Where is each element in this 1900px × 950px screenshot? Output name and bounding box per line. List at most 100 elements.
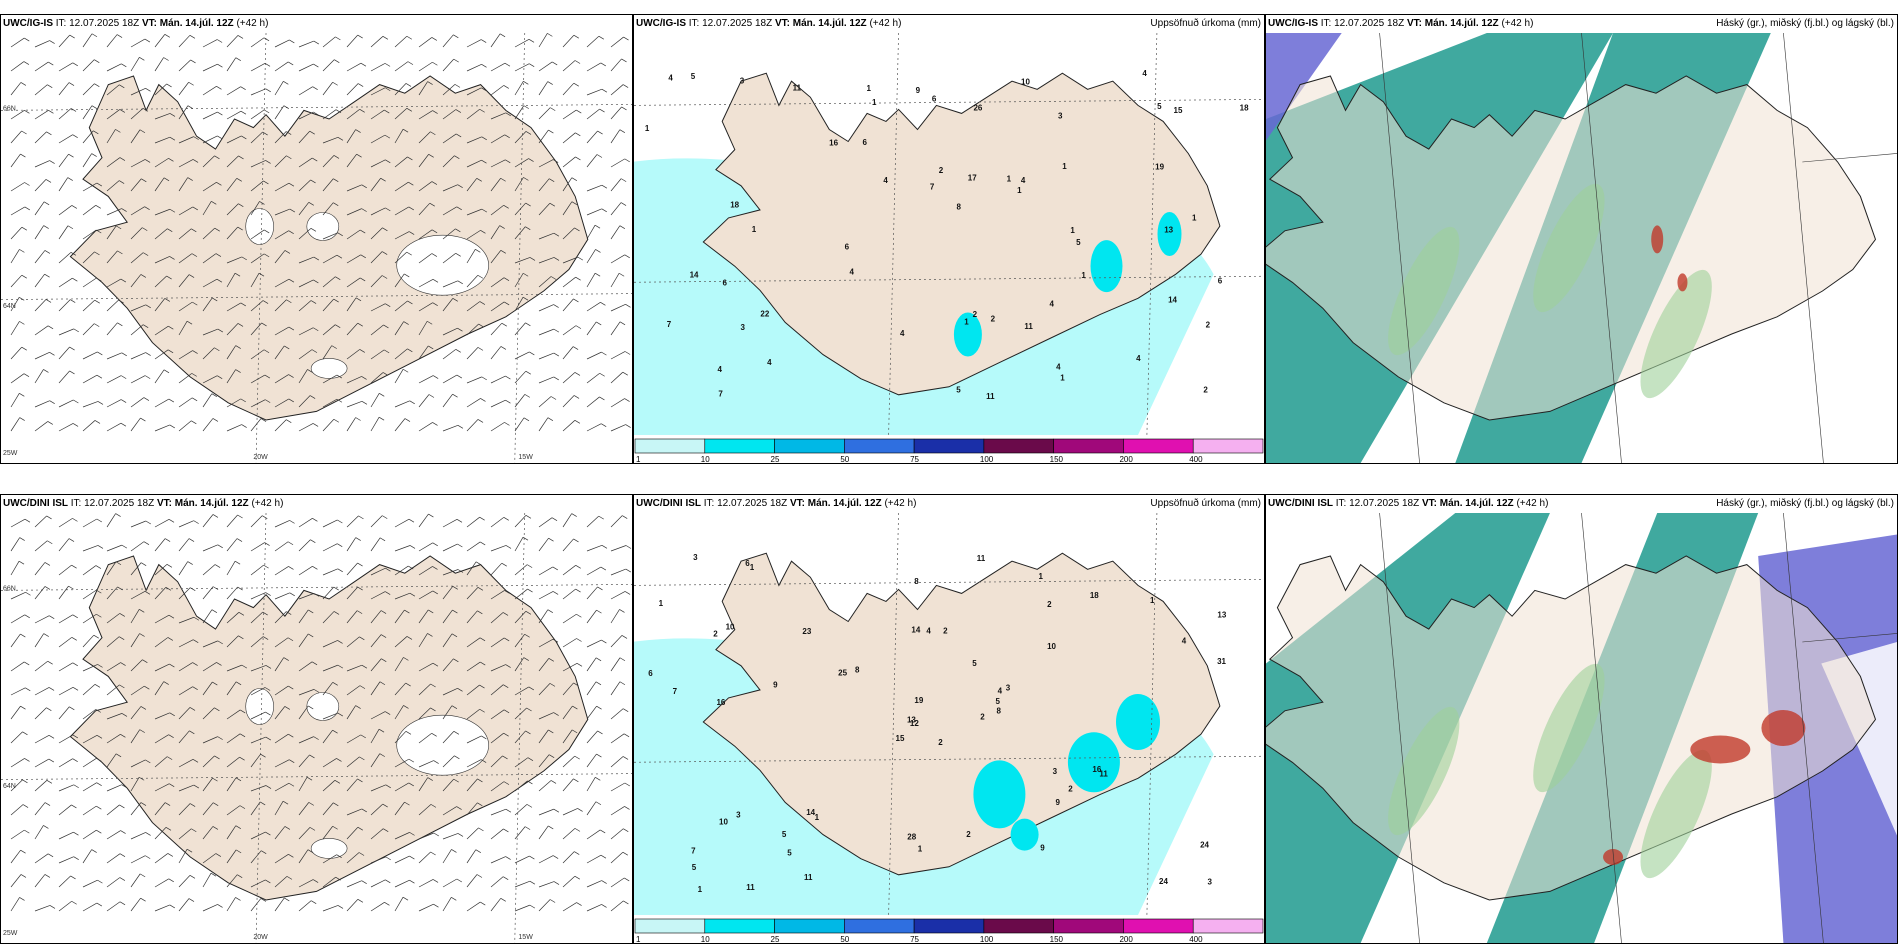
wind-barb (418, 37, 433, 48)
wind-barb (442, 609, 453, 624)
wind-barb (82, 782, 97, 792)
precip-value: 2 (1206, 321, 1211, 330)
wind-barb (466, 561, 477, 576)
wind-barb-feather (623, 733, 630, 738)
wind-barb-feather (262, 515, 268, 519)
wind-barb-feather (525, 322, 531, 327)
precip-value: 1 (1038, 572, 1043, 581)
wind-barb-feather (235, 777, 242, 782)
wind-barb-feather (97, 664, 103, 668)
wind-barb (178, 82, 189, 96)
wind-barb (202, 135, 218, 144)
wind-barb (250, 753, 261, 768)
wind-barb-feather (406, 107, 413, 112)
wind-barb-feather (139, 608, 145, 613)
wind-barb (418, 302, 433, 312)
wind-barb (418, 375, 434, 384)
wind-barb-feather (430, 851, 436, 856)
wind-barb (490, 322, 503, 336)
wind-barb (514, 202, 526, 216)
wind-barb (298, 689, 315, 696)
wind-barb-feather (115, 513, 121, 517)
wind-barb (154, 564, 168, 576)
wind-barb (202, 393, 213, 408)
wind-barb-feather (479, 637, 486, 642)
wind-barb-feather (139, 129, 146, 134)
wind-barb (562, 778, 574, 792)
wind-barb-feather (504, 590, 510, 594)
wind-barb (562, 663, 578, 672)
wind-barb-feather (337, 519, 343, 524)
wind-barb-feather (43, 369, 49, 373)
wind-barb-feather (576, 663, 583, 667)
wind-barb-feather (360, 62, 367, 67)
wind-barb-feather (22, 731, 28, 736)
wind-barb (346, 610, 358, 624)
wind-barb (538, 712, 554, 720)
wind-barb (610, 828, 624, 840)
wind-barb (106, 278, 122, 288)
wind-barb (154, 369, 165, 384)
wind-barb-feather (24, 110, 30, 114)
wind-barb-feather (481, 376, 487, 381)
wind-barb (442, 327, 458, 336)
wind-barb (178, 538, 190, 552)
wind-barb (562, 256, 579, 264)
panel-title: Uppsöfnuð úrkoma (mm) (1150, 498, 1261, 509)
wind-barb-feather (623, 900, 629, 905)
precip-value: 15 (896, 734, 905, 743)
wind-barb-feather (480, 901, 486, 906)
wind-barb (58, 328, 74, 336)
wind-barb-feather (552, 591, 559, 595)
wind-barb-feather (335, 324, 341, 328)
wind-barb-feather (573, 682, 579, 687)
precip-value: 5 (972, 659, 977, 668)
wind-barb-feather (189, 35, 196, 39)
wind-barb-feather (571, 513, 577, 517)
wind-barb-feather (575, 132, 581, 137)
wind-barb-feather (359, 756, 365, 761)
wind-barb (10, 130, 22, 144)
wind-barb-feather (502, 755, 508, 760)
wind-barb-feather (383, 324, 389, 329)
glacier (310, 838, 348, 859)
wind-barb-feather (453, 730, 460, 735)
wind-barb (466, 398, 481, 408)
wind-barb-feather (409, 400, 415, 405)
wind-barb-feather (618, 272, 625, 277)
wind-barb (346, 297, 357, 312)
wind-barb-feather (93, 130, 99, 135)
wind-barb (130, 759, 146, 768)
wind-barb-feather (500, 898, 506, 902)
precip-value: 9 (773, 681, 778, 690)
wind-barb (130, 685, 145, 696)
legend-tick: 200 (1119, 455, 1133, 463)
meridian-line (1581, 512, 1622, 943)
wind-barb-feather (378, 728, 385, 733)
wind-barb (490, 301, 505, 312)
wind-barb-feather (70, 252, 77, 256)
wind-barb (154, 904, 170, 912)
wind-barb (274, 657, 285, 672)
wind-barb (274, 345, 285, 360)
wind-barb (58, 784, 74, 792)
wind-barb-feather (623, 708, 629, 712)
wind-barb (10, 393, 20, 408)
wind-barb-feather (71, 804, 77, 809)
wind-barb-feather (19, 537, 25, 541)
wind-barb (178, 59, 191, 72)
wind-barb (250, 374, 266, 384)
wind-barb-feather (94, 83, 100, 88)
wind-barb (418, 662, 434, 672)
wind-barb (514, 730, 526, 744)
wind-barb-feather (575, 564, 581, 569)
wind-barb (34, 225, 44, 240)
wind-barb-feather (333, 586, 339, 591)
wind-barb (538, 855, 554, 864)
wind-barb (586, 154, 598, 168)
precip-value: 10 (719, 817, 728, 826)
wind-barb-feather (191, 397, 198, 402)
wind-barb-feather (624, 782, 631, 787)
wind-barb-feather (427, 320, 433, 325)
wind-barb (154, 398, 170, 408)
